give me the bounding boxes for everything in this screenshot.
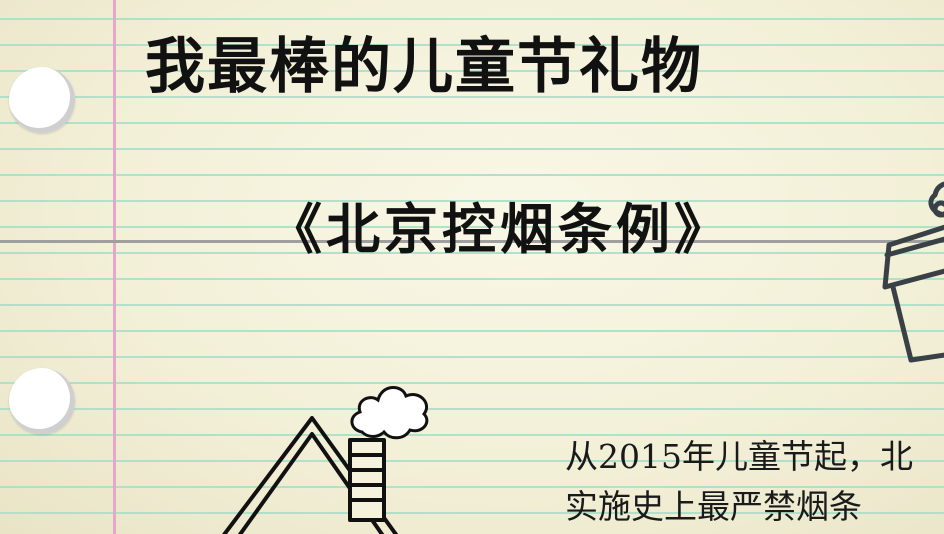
body-line-2: 实施史上最严禁烟条 xyxy=(565,487,862,526)
page-title: 我最棒的儿童节礼物 xyxy=(145,32,703,102)
plant-pot-icon xyxy=(882,181,944,363)
smoke-icon xyxy=(350,386,429,440)
body-line-1: 从2015年儿童节起，北 xyxy=(565,437,913,476)
house-icon xyxy=(222,386,429,534)
divider-line xyxy=(0,240,944,243)
page-subtitle: 《北京控烟条例》 xyxy=(268,198,732,261)
binder-hole-bottom xyxy=(9,368,75,434)
body-text: 从2015年儿童节起，北 实施史上最严禁烟条 xyxy=(565,432,913,532)
binder-hole-top xyxy=(9,67,75,133)
margin-line xyxy=(113,0,116,534)
